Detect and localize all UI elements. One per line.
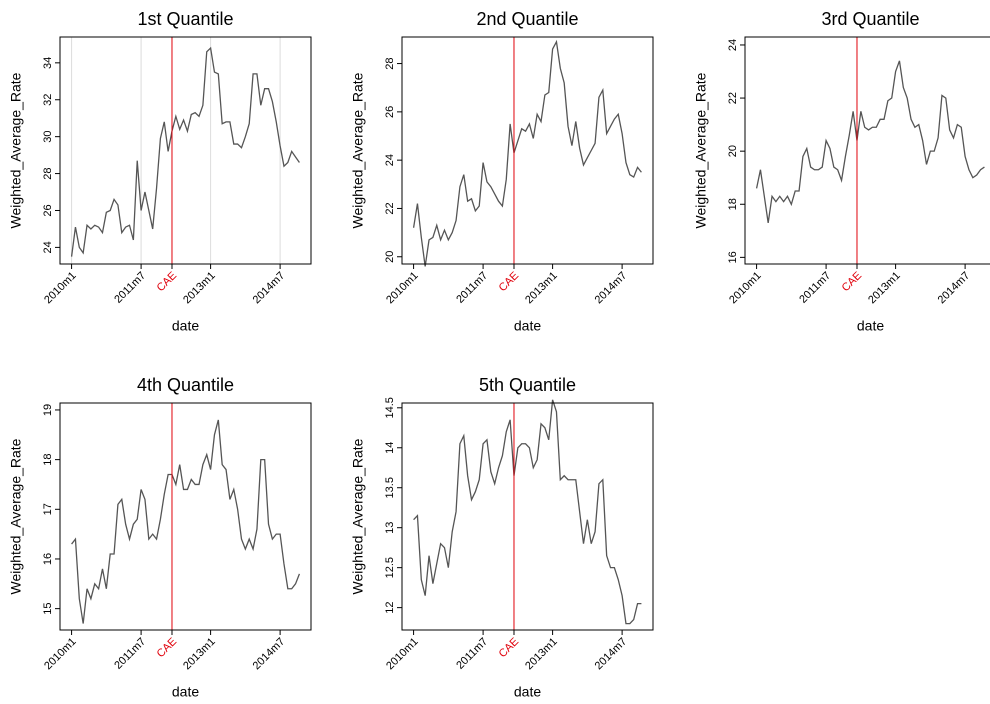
- x-tick-label: 2013m1: [181, 636, 218, 673]
- x-tick-label: 2010m1: [727, 270, 764, 307]
- y-tick-label: 16: [727, 251, 739, 263]
- y-tick-label: 15: [42, 603, 54, 615]
- y-tick-label: 24: [727, 39, 739, 51]
- y-tick-label: 18: [42, 454, 54, 466]
- y-tick-label: 22: [727, 92, 739, 104]
- data-line: [413, 399, 642, 625]
- y-tick-label: 20: [727, 145, 739, 157]
- y-axis-label: Weighted_Average_Rate: [350, 72, 366, 228]
- y-tick-label: 20: [384, 251, 396, 263]
- x-tick-label: 2011m7: [112, 636, 148, 672]
- data-line: [70, 46, 300, 257]
- x-tick-label: 2011m7: [797, 270, 833, 306]
- x-tick-label: 2010m1: [42, 270, 79, 307]
- vline-label: CAE: [497, 270, 521, 294]
- y-tick-label: 30: [42, 131, 54, 143]
- x-tick-label: 2013m1: [181, 270, 218, 307]
- vline-label: CAE: [155, 636, 179, 660]
- chart-title: 5th Quantile: [479, 375, 576, 395]
- x-tick-label: 2011m7: [112, 270, 148, 306]
- y-tick-label: 34: [42, 57, 54, 69]
- x-tick-label: 2014m7: [936, 270, 973, 307]
- y-axis-label: Weighted_Average_Rate: [8, 438, 24, 594]
- chart-title: 3rd Quantile: [821, 9, 919, 29]
- y-tick-label: 32: [42, 94, 54, 106]
- x-axis-label: date: [514, 318, 541, 334]
- y-tick-label: 17: [42, 503, 54, 515]
- plot-frame: [401, 36, 654, 265]
- data-line: [755, 60, 985, 223]
- x-tick-label: 2014m7: [251, 270, 288, 307]
- x-axis-label: date: [514, 684, 541, 700]
- plot-frame: [401, 402, 654, 631]
- y-tick-label: 14.5: [384, 397, 396, 418]
- x-tick-label: 2010m1: [42, 636, 79, 673]
- y-axis-label: Weighted_Average_Rate: [693, 72, 709, 228]
- y-tick-label: 13: [384, 522, 396, 534]
- y-tick-label: 19: [42, 404, 54, 416]
- x-tick-label: 2014m7: [593, 270, 630, 307]
- plot-frame: [59, 402, 312, 631]
- x-axis-label: date: [172, 318, 199, 334]
- x-tick-label: 2013m1: [866, 270, 903, 307]
- vline-label: CAE: [497, 636, 521, 660]
- x-tick-label: 2011m7: [454, 270, 490, 306]
- x-tick-label: 2013m1: [523, 270, 560, 307]
- x-tick-label: 2014m7: [593, 636, 630, 673]
- y-tick-label: 12.5: [384, 557, 396, 578]
- y-tick-label: 14: [384, 442, 396, 454]
- chart-title: 2nd Quantile: [476, 9, 578, 29]
- x-tick-label: 2011m7: [454, 636, 490, 672]
- x-tick-label: 2014m7: [251, 636, 288, 673]
- y-tick-label: 12: [384, 601, 396, 613]
- data-line: [412, 39, 642, 267]
- y-tick-label: 13.5: [384, 477, 396, 498]
- x-axis-label: date: [857, 318, 884, 334]
- y-axis-label: Weighted_Average_Rate: [350, 438, 366, 594]
- plot-frame: [59, 36, 312, 265]
- y-tick-label: 28: [384, 57, 396, 69]
- y-tick-label: 18: [727, 198, 739, 210]
- data-line: [71, 419, 301, 624]
- x-tick-label: 2010m1: [384, 270, 421, 307]
- x-axis-label: date: [172, 684, 199, 700]
- x-tick-label: 2010m1: [384, 636, 421, 673]
- chart-title: 4th Quantile: [137, 375, 234, 395]
- x-tick-label: 2013m1: [523, 636, 560, 673]
- y-tick-label: 26: [42, 204, 54, 216]
- chart-title: 1st Quantile: [137, 9, 233, 29]
- y-axis-label: Weighted_Average_Rate: [8, 72, 24, 228]
- y-tick-label: 24: [384, 154, 396, 166]
- plot-frame: [744, 36, 990, 265]
- y-tick-label: 26: [384, 106, 396, 118]
- vline-label: CAE: [840, 270, 864, 294]
- y-tick-label: 24: [42, 241, 54, 253]
- y-tick-label: 28: [42, 167, 54, 179]
- y-tick-label: 22: [384, 202, 396, 214]
- y-tick-label: 16: [42, 553, 54, 565]
- vline-label: CAE: [155, 270, 179, 294]
